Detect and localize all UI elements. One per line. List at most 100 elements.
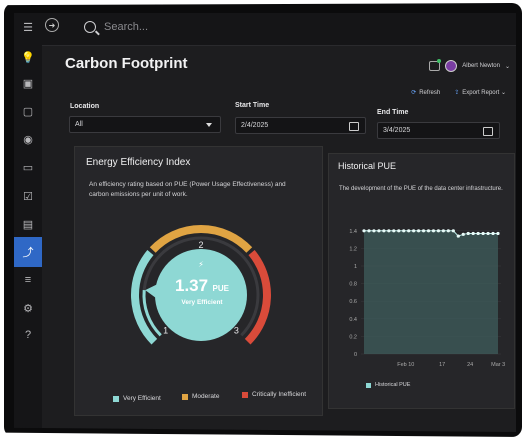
data-point — [412, 229, 416, 233]
gauge-tick-label: 1 — [163, 325, 168, 335]
gauge-inner-fill — [142, 289, 162, 337]
gauge-tick-label: 2 — [198, 240, 203, 250]
chevron-down-icon: ⌄ — [500, 90, 506, 96]
start-time-value: 2/4/2025 — [241, 122, 269, 129]
export-report-button[interactable]: ⇪ Export Report ⌄ — [454, 90, 506, 96]
pue-unit: PUE — [212, 284, 229, 293]
calendar-icon[interactable] — [349, 122, 359, 131]
folder-icon[interactable]: ▭ — [22, 161, 34, 174]
start-time-label: Start Time — [235, 102, 270, 109]
list-icon[interactable]: ≡ — [24, 274, 32, 286]
data-point — [382, 229, 386, 233]
data-point — [476, 231, 480, 236]
card-title: Historical PUE — [338, 161, 397, 171]
card-description: An efficiency rating based on PUE (Power… — [89, 181, 286, 198]
historical-pue-card: Historical PUE The development of the PU… — [328, 153, 515, 409]
legend-moderate: Moderate — [182, 393, 219, 400]
data-point — [402, 229, 406, 233]
x-tick-label: 17 — [439, 362, 445, 368]
search-icon — [84, 21, 96, 33]
legend-very-efficient: Very Efficient — [113, 395, 161, 402]
refresh-icon: ⟳ — [411, 90, 417, 96]
data-point — [461, 232, 465, 236]
start-time-input[interactable]: 2/4/2025 — [235, 117, 366, 134]
gauge: ⚡ 1 2 3 — [131, 225, 271, 345]
tablet-device: ☰ 💡 ▣ ▢ ◉ ▭ ☑ ▤ ⤴ ≡ ⚙? ➜ Search... Carbon Footprin… — [4, 3, 524, 439]
top-bar: ➜ Search... — [42, 13, 516, 46]
historical-pue-chart: 0 0.2 0.4 0.6 0.8 1 1.2 1.4 Feb 10 17 24 Mar 3 — [349, 229, 505, 368]
location-label: Location — [70, 103, 100, 110]
user-name: Albert Newton — [462, 63, 500, 69]
x-tick-label: Mar 3 — [491, 362, 505, 368]
end-time-label: End Time — [377, 109, 409, 116]
end-time-input[interactable]: 3/4/2025 — [377, 122, 500, 139]
settings-icon[interactable]: ⚙ — [23, 302, 33, 315]
x-tick-label: 24 — [467, 362, 473, 368]
data-point — [441, 229, 446, 233]
end-time-value: 3/4/2025 — [383, 127, 411, 134]
rating-label: Very Efficient — [181, 299, 223, 306]
refresh-button[interactable]: ⟳ Refresh — [411, 90, 441, 96]
data-point — [491, 231, 495, 236]
y-tick-label: 0 — [354, 352, 357, 358]
data-point — [466, 231, 470, 236]
export-icon: ⇪ — [454, 90, 460, 96]
circle-arrow-icon[interactable]: ➜ — [45, 18, 59, 32]
location-value: All — [75, 121, 83, 128]
data-point — [436, 229, 441, 233]
menu-icon[interactable]: ☰ — [23, 21, 33, 34]
y-tick-label: 1.2 — [349, 246, 357, 252]
data-point — [456, 234, 460, 238]
data-point — [431, 229, 436, 233]
data-point — [481, 231, 485, 236]
help-icon[interactable]: ? — [24, 329, 32, 341]
card-description: The development of the PUE of the data c… — [339, 186, 503, 192]
book-icon[interactable]: ▤ — [22, 218, 34, 231]
toolbar: ⟳ Refresh ⇪ Export Report ⌄ — [411, 89, 506, 96]
data-point — [426, 229, 431, 233]
data-point — [397, 229, 401, 233]
y-tick-label: 0.4 — [349, 317, 357, 323]
gauge-arc-critically-inefficient — [244, 250, 271, 345]
image-icon[interactable]: ▢ — [22, 105, 34, 118]
eye-icon[interactable]: ◉ — [23, 133, 33, 146]
data-point — [407, 229, 411, 233]
data-point — [377, 229, 381, 233]
page-title: Carbon Footprint — [65, 55, 188, 72]
gauge-arc-moderate — [149, 225, 253, 253]
search-input[interactable]: Search... — [84, 17, 384, 37]
data-point — [416, 229, 421, 233]
user-menu[interactable]: Albert Newton ⌄ — [429, 59, 510, 72]
y-tick-label: 0.6 — [349, 299, 357, 305]
data-point — [451, 229, 455, 233]
data-point — [421, 229, 426, 233]
data-point — [367, 229, 371, 233]
data-point — [362, 229, 366, 233]
data-point — [387, 229, 391, 233]
location-select[interactable]: All — [69, 116, 221, 133]
data-point — [392, 229, 396, 233]
gauge-center — [155, 249, 247, 341]
calendar-icon[interactable] — [483, 127, 493, 136]
data-point — [496, 231, 500, 236]
data-point — [446, 229, 450, 233]
notification-icon[interactable] — [429, 59, 442, 71]
lightbulb-icon[interactable]: 💡 — [21, 51, 35, 64]
energy-efficiency-card: Energy Efficiency Index An efficiency ra… — [74, 146, 323, 416]
data-point — [372, 229, 376, 233]
y-tick-label: 0.8 — [349, 282, 357, 288]
checklist-icon[interactable]: ☑ — [23, 190, 33, 203]
sidebar: ☰ 💡 ▣ ▢ ◉ ▭ ☑ ▤ ⤴ ≡ ⚙? — [14, 13, 42, 432]
chevron-down-icon: ⌄ — [504, 63, 510, 70]
package-icon[interactable]: ▣ — [22, 77, 34, 90]
gauge-arc-very-efficient — [131, 250, 158, 345]
gauge-tick-label: 3 — [234, 325, 239, 335]
avatar[interactable] — [445, 60, 458, 72]
series-line — [364, 230, 498, 237]
gauge-pointer — [145, 283, 159, 299]
lightning-icon: ⚡ — [198, 260, 204, 269]
pue-value: 1.37 — [175, 276, 209, 295]
trend-chart-icon[interactable]: ⤴ — [14, 237, 42, 267]
y-tick-label: 1 — [354, 264, 357, 270]
data-point — [471, 231, 475, 236]
